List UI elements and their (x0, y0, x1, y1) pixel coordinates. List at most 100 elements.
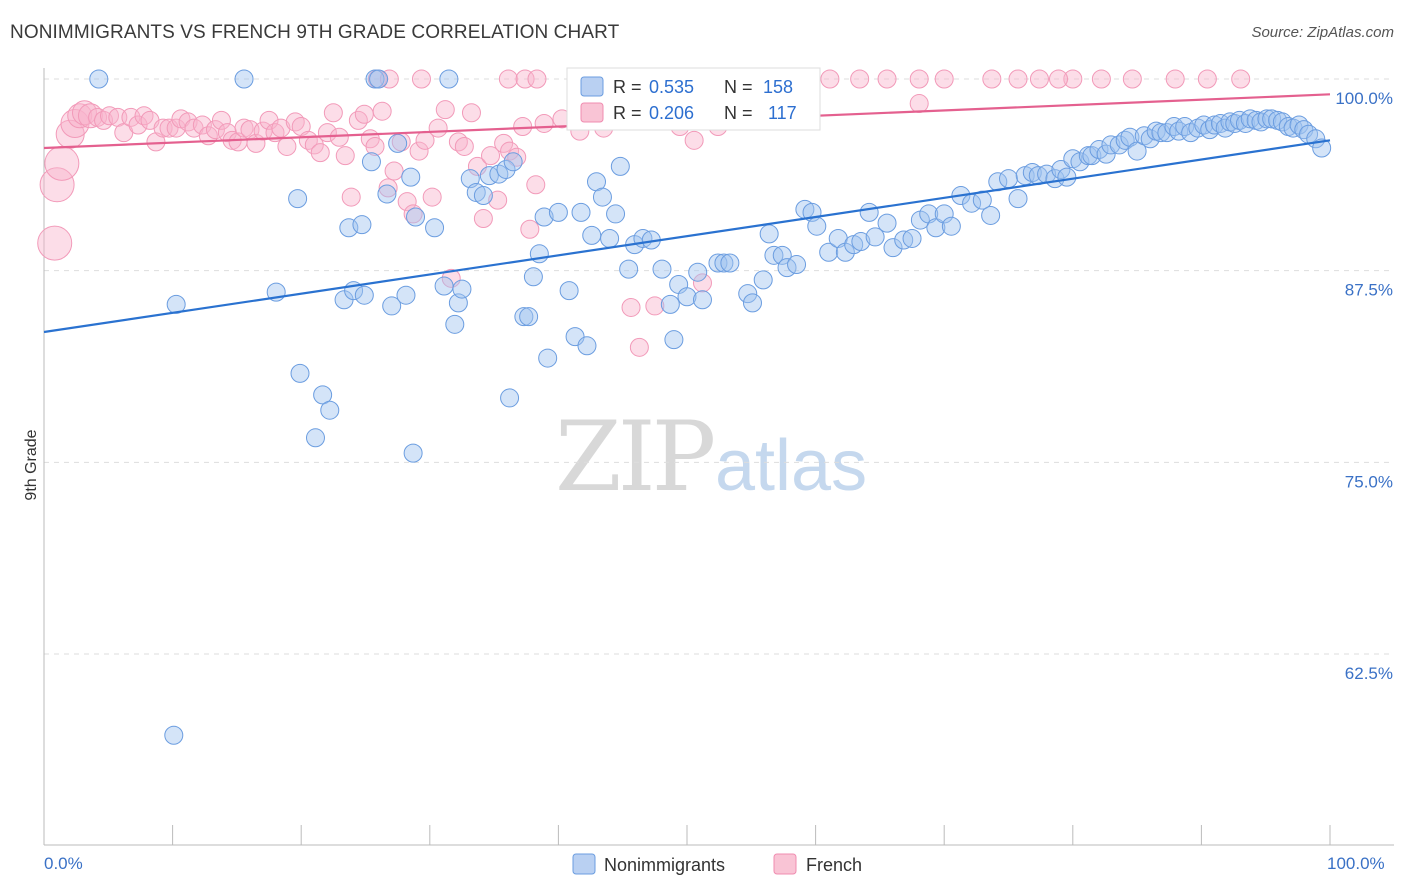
nonimmigrants-point-42 (538, 348, 558, 368)
french-point-66 (454, 136, 474, 156)
nonimmigrants-point-8 (290, 363, 310, 383)
legend-french: French (806, 855, 862, 875)
nonimmigrants-point-52 (606, 204, 626, 224)
nonimmigrants-point-35 (500, 388, 520, 408)
french-point-120 (1049, 69, 1069, 89)
nonimmigrants-point-0 (89, 69, 109, 89)
legend-swatch-blue (580, 76, 604, 97)
nonimmigrants-point-10 (313, 385, 333, 405)
legend-n-label-1: N = (724, 77, 753, 97)
y-tick-label-1: 87.5% (1345, 281, 1393, 300)
nonimmigrants-point-132 (1204, 115, 1224, 135)
french-point-84 (645, 296, 665, 316)
french-point-103 (820, 69, 840, 89)
nonimmigrants-point-51 (600, 228, 620, 248)
nonimmigrants-point-50 (592, 187, 612, 207)
french-point-27 (211, 110, 231, 130)
svg-text:atlas: atlas (715, 426, 867, 506)
french-point-14 (128, 115, 148, 135)
french-point-82 (621, 297, 641, 317)
french-point-18 (153, 118, 173, 138)
french-point-55 (384, 161, 404, 181)
nonimmigrants-point-36 (503, 152, 523, 172)
french-point-118 (379, 69, 399, 89)
nonimmigrants-point-31 (473, 186, 493, 206)
nonimmigrants-point-98 (981, 205, 1001, 225)
legend-swatch-pink (580, 102, 604, 123)
french-point-26 (205, 120, 225, 140)
legend-r-value-1: 0.535 (649, 77, 694, 97)
nonimmigrants-point-58 (652, 259, 672, 279)
nonimmigrants-point-43 (548, 202, 568, 222)
nonimmigrants-point-25 (434, 276, 454, 296)
legend-nonimmigrants: Nonimmigrants (604, 855, 725, 875)
french-point-10 (99, 106, 119, 126)
nonimmigrants-point-107 (1051, 159, 1071, 179)
nonimmigrants-point-103 (1022, 163, 1042, 183)
nonimmigrants-point-73 (772, 245, 792, 265)
french-point-121 (1029, 69, 1049, 89)
legend-r-value-2: 0.206 (649, 103, 694, 123)
nonimmigrants-point-37 (514, 307, 534, 327)
nonimmigrants-point-38 (519, 307, 539, 327)
x-tick-label-0: 0.0% (44, 854, 83, 873)
nonimmigrants-point-4 (439, 69, 459, 89)
nonimmigrants-point-47 (577, 336, 597, 356)
french-point-61 (422, 187, 442, 207)
source-credit: Source: ZipAtlas.com (1251, 24, 1394, 41)
legend-box (566, 67, 821, 131)
grid-lines (44, 78, 1394, 655)
nonimmigrants-point-139 (1240, 109, 1260, 129)
nonimmigrants-point-20 (388, 133, 408, 153)
french-point-50 (354, 104, 374, 124)
nonimmigrants-point-44 (559, 281, 579, 301)
nonimmigrants-point-15 (352, 215, 372, 235)
french-point-2 (44, 145, 80, 181)
nonimmigrants-point-23 (406, 207, 426, 227)
french-point-109 (1008, 69, 1028, 89)
french-point-77 (526, 175, 546, 195)
nonimmigrants-point-62 (677, 287, 697, 307)
french-point-78 (534, 113, 554, 133)
nonimmigrants-point-28 (452, 279, 472, 299)
french-point-76 (520, 219, 540, 239)
french-point-90 (498, 69, 518, 89)
nonimmigrants-point-154 (403, 443, 423, 463)
nonimmigrants-point-46 (571, 202, 591, 222)
nonimmigrants-point-17 (361, 152, 381, 172)
french-point-8 (88, 107, 108, 127)
y-tick-label-0: 100.0% (1335, 89, 1393, 108)
french-point-7 (77, 103, 103, 129)
french-point-110 (1063, 69, 1083, 89)
legend-swatch-french (773, 853, 797, 875)
nonimmigrants-point-7 (288, 189, 308, 209)
nonimmigrants-point-72 (764, 245, 784, 265)
nonimmigrants-point-11 (320, 400, 340, 420)
nonimmigrants-point-141 (1251, 112, 1271, 132)
french-point-89 (411, 69, 431, 89)
french-point-5 (67, 103, 93, 129)
french-point-45 (323, 103, 343, 123)
nonimmigrants-point-81 (835, 242, 855, 262)
nonimmigrants-points (89, 69, 1332, 745)
french-point-83 (629, 337, 649, 357)
legend-n-value-2: 117 (768, 103, 797, 123)
nonimmigrants-point-54 (619, 259, 639, 279)
nonimmigrants-point-32 (479, 166, 499, 186)
nonimmigrants-point-53 (610, 156, 630, 176)
nonimmigrants-point-101 (1008, 189, 1028, 209)
nonimmigrants-point-22 (401, 167, 421, 187)
nonimmigrants-point-129 (1188, 118, 1208, 138)
nonimmigrants-point-84 (859, 202, 879, 222)
nonimmigrants-point-63 (688, 262, 708, 282)
french-point-1 (39, 167, 75, 203)
legend-r-label-1: R = (613, 77, 642, 97)
french-point-48 (341, 187, 361, 207)
french-point-72 (494, 133, 514, 153)
legend-n-value-1: 158 (763, 77, 793, 97)
nonimmigrants-point-108 (1057, 167, 1077, 187)
nonimmigrants-point-86 (877, 213, 897, 233)
french-point-35 (259, 110, 279, 130)
nonimmigrants-point-66 (714, 253, 734, 273)
